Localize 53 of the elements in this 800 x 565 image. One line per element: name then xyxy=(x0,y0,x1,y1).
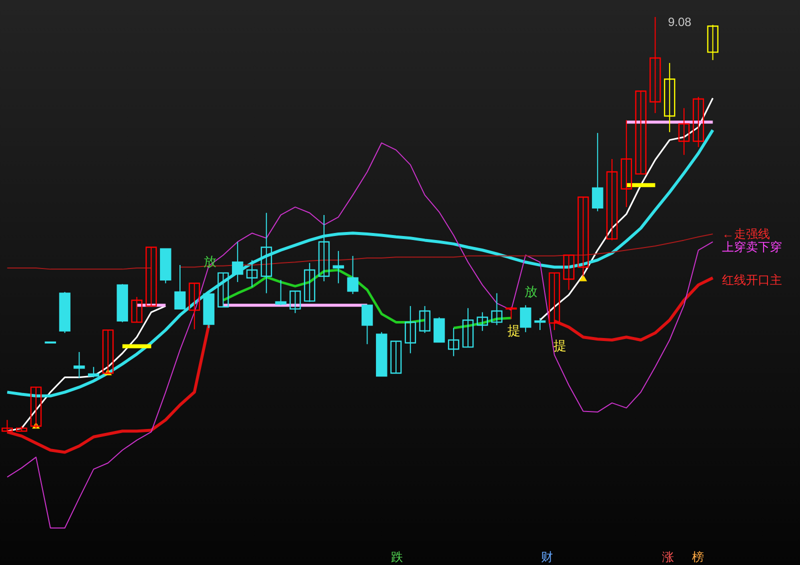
text: 榜 xyxy=(692,550,704,564)
candlestick xyxy=(347,255,358,295)
text: 跌 xyxy=(391,550,403,564)
text: 上穿卖下穿 xyxy=(722,240,782,254)
text: 红线开口主 xyxy=(722,273,782,287)
candlestick xyxy=(692,96,704,148)
candlestick xyxy=(404,306,416,354)
candlestick xyxy=(188,282,200,330)
candlestick xyxy=(491,292,502,326)
text: 财 xyxy=(541,550,553,564)
annotation: 9.08 xyxy=(668,15,692,29)
candlestick xyxy=(174,264,186,310)
candlestick xyxy=(650,16,661,114)
candlestick xyxy=(506,306,517,320)
candlestick xyxy=(304,262,316,302)
candlestick xyxy=(102,329,114,374)
candlestick xyxy=(520,304,532,333)
candlestick xyxy=(664,62,676,133)
candlestick xyxy=(318,214,330,282)
candlestick xyxy=(563,254,574,290)
text: 涨 xyxy=(662,550,674,564)
candlestick xyxy=(592,132,604,212)
text: ←走强线 xyxy=(722,227,770,241)
candlestick xyxy=(448,327,460,357)
candlestick xyxy=(332,250,344,284)
candlestick xyxy=(707,24,718,61)
candlestick xyxy=(74,352,85,379)
candlestick xyxy=(290,290,301,314)
candlestick xyxy=(88,366,100,378)
candlestick xyxy=(620,120,632,208)
candlestick xyxy=(232,241,244,283)
candlestick xyxy=(434,316,445,343)
candlestick xyxy=(275,279,286,306)
candlestick xyxy=(462,308,474,348)
annotation: 提 xyxy=(508,323,520,338)
candlestick xyxy=(548,272,560,331)
annotation: 放 xyxy=(204,254,216,269)
candlestick xyxy=(246,260,258,288)
candlestick xyxy=(606,158,618,241)
candlestick xyxy=(390,340,402,374)
candlestick xyxy=(534,318,546,331)
candlestick xyxy=(2,419,13,432)
candlestick xyxy=(260,212,272,294)
candlestick xyxy=(476,312,488,332)
candlestick xyxy=(635,90,646,175)
candlestick xyxy=(362,304,373,345)
candlestick xyxy=(131,296,142,323)
annotation: 放 xyxy=(524,284,538,299)
candlestick xyxy=(146,246,157,307)
annotation: 提 xyxy=(554,338,566,353)
candlestick xyxy=(419,306,430,334)
candlestick xyxy=(678,108,690,156)
candlestick xyxy=(218,272,229,308)
